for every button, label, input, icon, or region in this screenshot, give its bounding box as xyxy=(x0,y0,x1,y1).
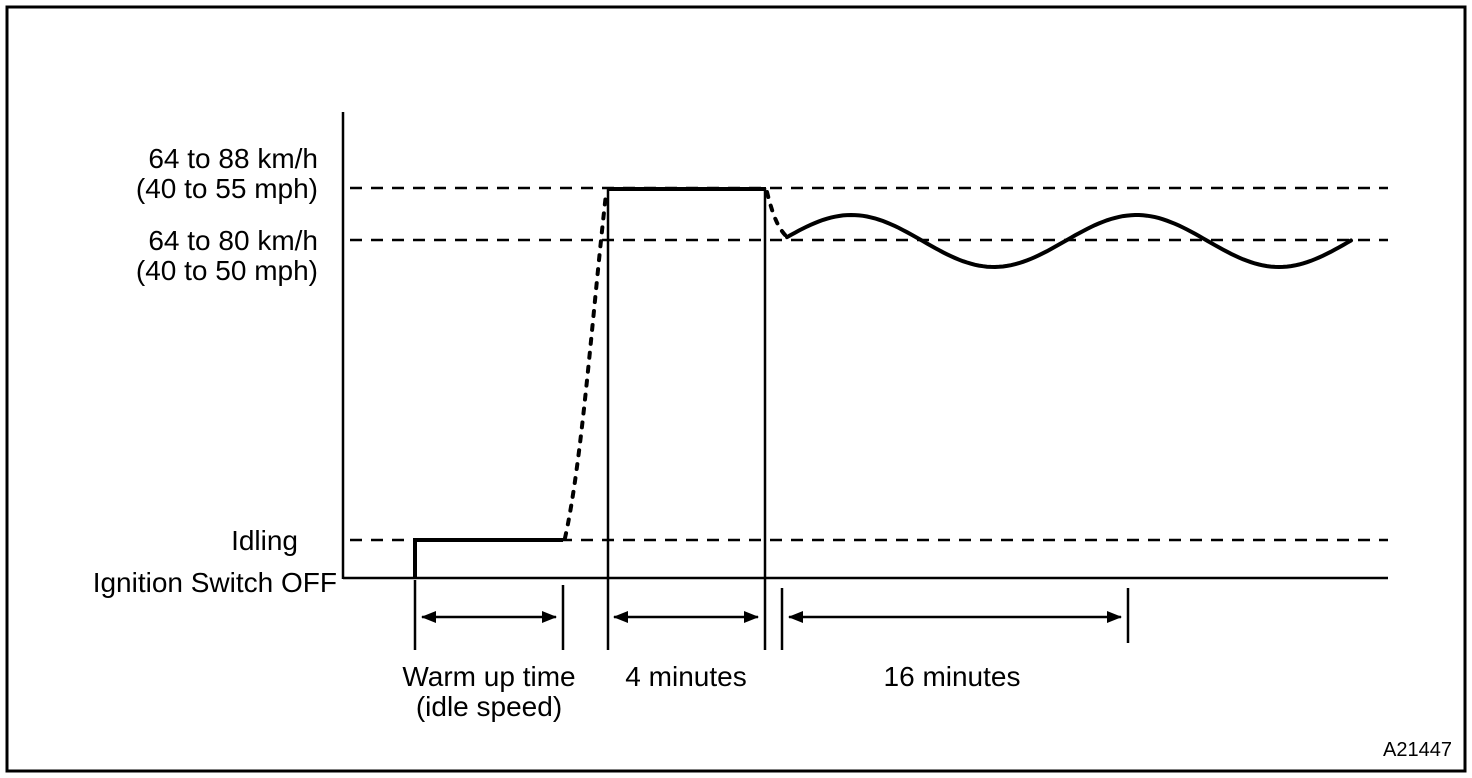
phase-4min-label: 4 minutes xyxy=(625,661,746,692)
phase-16min-label: 16 minutes xyxy=(884,661,1021,692)
cruise-speed-label-line1: 64 to 80 km/h xyxy=(148,225,318,256)
deceleration-dotted-trace xyxy=(765,190,789,239)
acceleration-dotted-trace xyxy=(563,192,608,540)
figure-code: A21447 xyxy=(1383,739,1452,761)
border-frame xyxy=(5,5,1467,773)
high-speed-label-line1: 64 to 88 km/h xyxy=(148,143,318,174)
warmup-label-line2: (idle speed) xyxy=(416,691,562,722)
ignition-off-label: Ignition Switch OFF xyxy=(93,567,337,598)
cruise-speed-label-line2: (40 to 50 mph) xyxy=(136,255,318,286)
idling-label: Idling xyxy=(231,525,298,556)
idle-trace xyxy=(413,538,563,578)
cruise-wave xyxy=(785,212,1353,270)
warmup-label-line1: Warm up time xyxy=(402,661,575,692)
high-speed-label-line2: (40 to 55 mph) xyxy=(136,173,318,204)
